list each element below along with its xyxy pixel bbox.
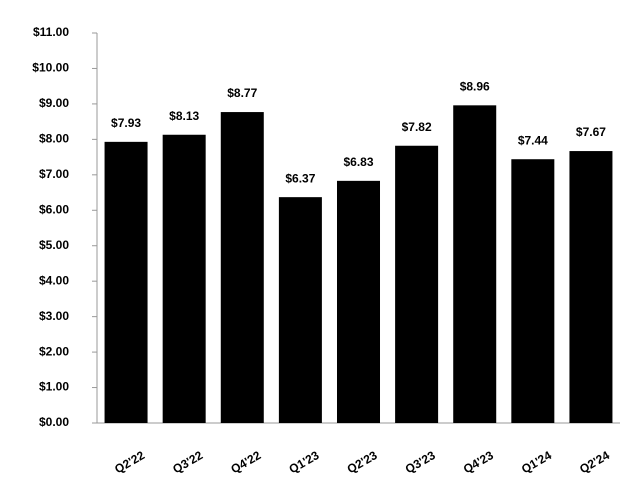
value-label: $8.96	[460, 79, 490, 93]
value-label: $6.37	[285, 171, 315, 185]
x-tick-label: Q4'22	[228, 448, 263, 476]
x-tick-label: Q2'23	[345, 448, 380, 476]
bar	[395, 145, 439, 423]
value-label: $7.44	[518, 133, 548, 147]
value-label: $7.82	[402, 120, 432, 134]
y-tick-label: $11.00	[33, 25, 69, 39]
y-tick-label: $6.00	[39, 202, 69, 216]
x-tick-label: Q3'23	[403, 448, 438, 476]
value-label: $6.83	[343, 155, 373, 169]
x-tick-label: Q1'24	[519, 448, 554, 476]
x-tick-label: Q1'23	[287, 448, 322, 476]
y-tick-label: $1.00	[39, 380, 69, 394]
value-label: $7.93	[111, 116, 141, 130]
x-tick-label: Q2'22	[112, 448, 147, 476]
bar	[511, 159, 555, 423]
bar	[104, 141, 148, 423]
x-tick-label: Q2'24	[577, 448, 612, 476]
value-label: $7.67	[576, 125, 606, 139]
bar	[453, 105, 497, 423]
y-tick-label: $10.00	[32, 61, 69, 75]
value-label: $8.13	[169, 109, 199, 123]
bar	[278, 197, 322, 423]
y-tick-label: $4.00	[39, 273, 69, 287]
y-tick-label: $2.00	[39, 344, 69, 358]
bar	[220, 112, 264, 424]
x-tick-label: Q4'23	[461, 448, 496, 476]
y-tick-label: $7.00	[39, 167, 69, 181]
y-tick-label: $5.00	[39, 238, 69, 252]
bar	[569, 151, 613, 423]
value-label: $8.77	[227, 86, 257, 100]
y-tick-label: $3.00	[39, 309, 69, 323]
y-tick-label: $0.00	[39, 415, 69, 429]
y-tick-label: $9.00	[39, 96, 69, 110]
bar	[162, 134, 206, 423]
x-tick-label: Q3'22	[170, 448, 205, 476]
bar	[336, 180, 381, 423]
y-tick-label: $8.00	[39, 132, 69, 146]
